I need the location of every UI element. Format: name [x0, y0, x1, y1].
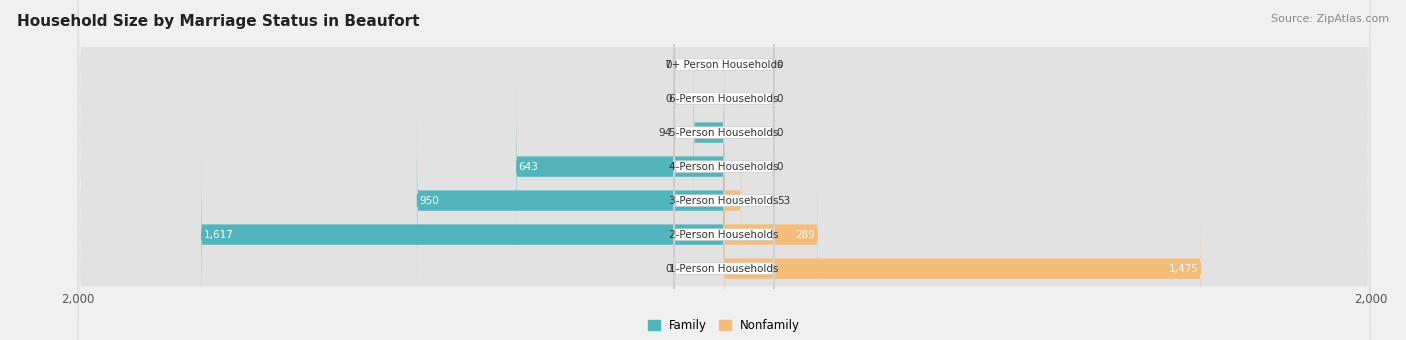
FancyBboxPatch shape — [724, 109, 741, 292]
Text: 6-Person Households: 6-Person Households — [669, 94, 779, 104]
FancyBboxPatch shape — [673, 104, 775, 340]
Text: 7+ Person Households: 7+ Person Households — [665, 59, 783, 70]
FancyBboxPatch shape — [724, 177, 1201, 340]
Text: 3-Person Households: 3-Person Households — [669, 195, 779, 206]
FancyBboxPatch shape — [77, 0, 1371, 340]
Text: 0: 0 — [776, 128, 783, 138]
FancyBboxPatch shape — [418, 109, 724, 292]
Text: 0: 0 — [776, 59, 783, 70]
FancyBboxPatch shape — [77, 0, 1371, 340]
Text: 643: 643 — [519, 162, 538, 172]
Legend: Family, Nonfamily: Family, Nonfamily — [643, 314, 806, 337]
FancyBboxPatch shape — [693, 41, 724, 224]
Text: 1,617: 1,617 — [204, 230, 233, 240]
FancyBboxPatch shape — [77, 0, 1371, 340]
Text: 0: 0 — [665, 264, 672, 274]
Text: 1-Person Households: 1-Person Households — [669, 264, 779, 274]
FancyBboxPatch shape — [673, 0, 775, 263]
FancyBboxPatch shape — [77, 0, 1371, 340]
FancyBboxPatch shape — [724, 143, 817, 326]
FancyBboxPatch shape — [77, 0, 1371, 340]
FancyBboxPatch shape — [77, 0, 1371, 340]
FancyBboxPatch shape — [673, 2, 775, 331]
Text: 5-Person Households: 5-Person Households — [669, 128, 779, 138]
FancyBboxPatch shape — [201, 143, 724, 326]
Text: 0: 0 — [776, 94, 783, 104]
Text: Household Size by Marriage Status in Beaufort: Household Size by Marriage Status in Bea… — [17, 14, 419, 29]
FancyBboxPatch shape — [673, 0, 775, 229]
FancyBboxPatch shape — [516, 75, 724, 258]
Text: 950: 950 — [419, 195, 439, 206]
FancyBboxPatch shape — [673, 0, 775, 297]
Text: 0: 0 — [665, 94, 672, 104]
Text: 0: 0 — [665, 59, 672, 70]
Text: 94: 94 — [658, 128, 672, 138]
Text: 289: 289 — [794, 230, 815, 240]
Text: 2-Person Households: 2-Person Households — [669, 230, 779, 240]
Text: 0: 0 — [776, 162, 783, 172]
FancyBboxPatch shape — [673, 36, 775, 340]
Text: 4-Person Households: 4-Person Households — [669, 162, 779, 172]
FancyBboxPatch shape — [673, 70, 775, 340]
Text: Source: ZipAtlas.com: Source: ZipAtlas.com — [1271, 14, 1389, 23]
Text: 1,475: 1,475 — [1168, 264, 1198, 274]
FancyBboxPatch shape — [77, 0, 1371, 340]
Text: 53: 53 — [776, 195, 790, 206]
